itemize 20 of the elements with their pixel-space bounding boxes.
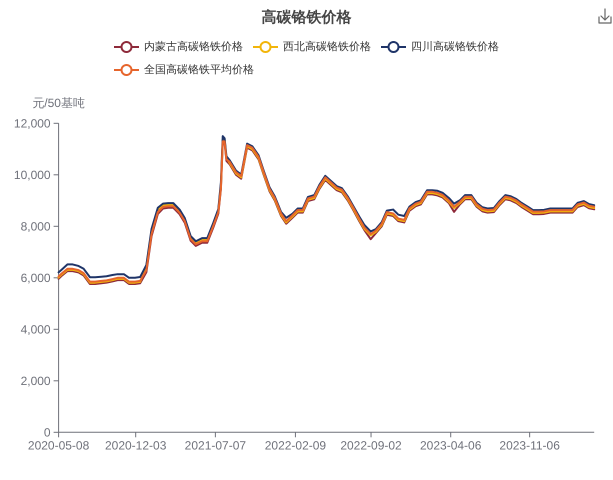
legend-label: 全国高碳铬铁平均价格 (144, 63, 254, 76)
x-tick-label: 2020-05-08 (28, 438, 90, 452)
legend-label: 西北高碳铬铁价格 (283, 40, 371, 53)
y-tick-label: 10,000 (14, 168, 51, 182)
y-tick-label: 2,000 (20, 374, 51, 388)
x-tick-label: 2021-07-07 (184, 438, 246, 452)
x-tick-label: 2020-12-03 (105, 438, 167, 452)
x-tick-label: 2023-11-06 (499, 438, 560, 452)
x-tick-label: 2023-04-06 (420, 438, 482, 452)
y-tick-label: 0 (44, 425, 51, 440)
y-tick-label: 12,000 (14, 116, 51, 130)
y-tick-label: 6,000 (20, 270, 51, 285)
x-tick-label: 2022-09-02 (340, 438, 402, 452)
legend-label: 四川高碳铬铁价格 (411, 40, 499, 53)
legend-label: 内蒙古高碳铬铁价格 (144, 40, 243, 53)
y-axis-title: 元/50基吨 (32, 96, 85, 110)
x-tick-label: 2022-02-09 (264, 438, 326, 452)
y-tick-label: 8,000 (20, 219, 51, 234)
y-tick-label: 4,000 (20, 322, 51, 336)
chart-title: 高碳铬铁价格 (262, 8, 352, 26)
